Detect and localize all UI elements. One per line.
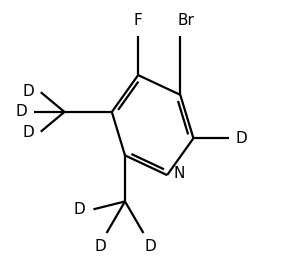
Text: D: D [74, 202, 85, 217]
Text: D: D [144, 239, 156, 254]
Text: D: D [236, 131, 247, 146]
Text: F: F [134, 13, 142, 28]
Text: N: N [174, 166, 185, 181]
Text: D: D [22, 84, 34, 99]
Text: D: D [22, 125, 34, 140]
Text: Br: Br [177, 13, 194, 28]
Text: D: D [94, 239, 106, 254]
Text: D: D [15, 105, 27, 119]
